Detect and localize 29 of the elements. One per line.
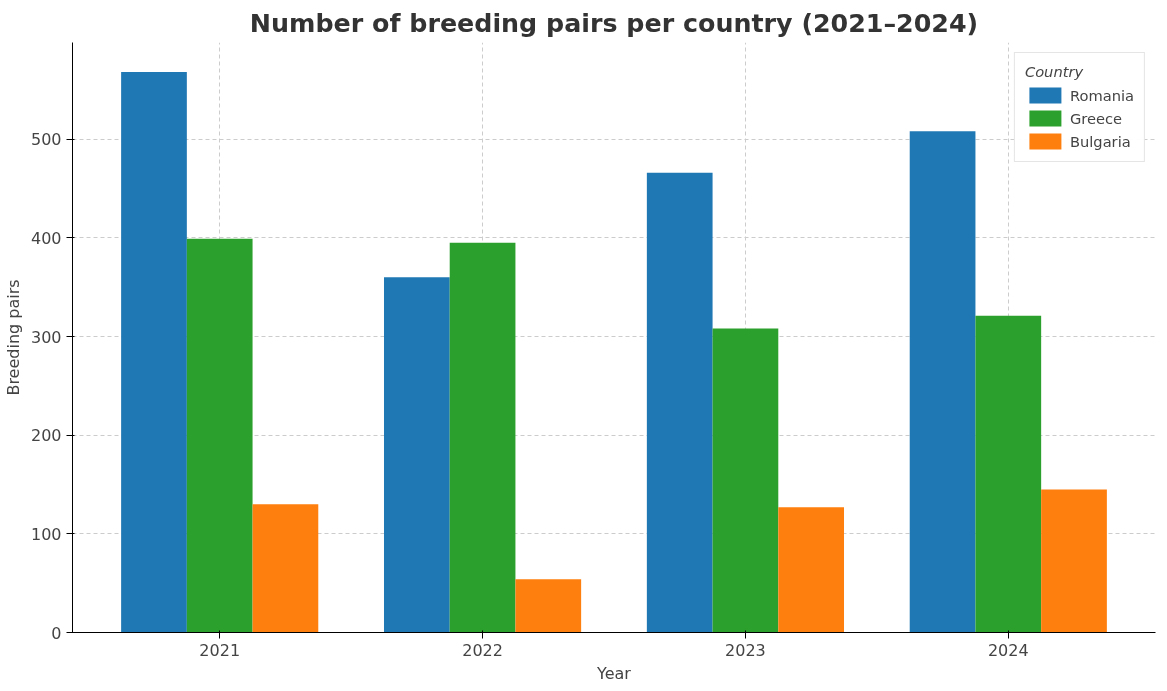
bar — [449, 242, 516, 633]
y-tick-label: 300 — [30, 327, 62, 347]
y-tick-label: 200 — [30, 426, 62, 446]
legend-title: Country — [1024, 63, 1085, 80]
bar — [1041, 489, 1107, 633]
bar — [975, 315, 1042, 633]
bar — [646, 172, 713, 633]
bar — [778, 507, 845, 633]
x-axis-title: Year — [596, 663, 632, 683]
x-tick-label: 2022 — [462, 640, 503, 660]
x-tick-label: 2023 — [725, 640, 766, 660]
bar — [252, 504, 319, 633]
legend-label: Bulgaria — [1069, 132, 1131, 150]
bar — [712, 328, 779, 633]
legend-label: Romania — [1069, 86, 1134, 104]
bar — [121, 72, 187, 633]
y-tick-label: 0 — [51, 623, 62, 643]
y-tick-label: 100 — [30, 524, 62, 544]
legend-label: Greece — [1069, 109, 1123, 127]
y-tick-label: 500 — [30, 130, 62, 150]
y-tick-label: 400 — [30, 228, 62, 248]
bar — [186, 238, 253, 633]
y-axis-title: Breeding pairs — [3, 279, 23, 396]
chart-title: Number of breeding pairs per country (2021–2024) — [249, 7, 979, 38]
bar — [383, 277, 450, 633]
x-tick-label: 2021 — [199, 640, 241, 660]
x-tick-label: 2024 — [987, 640, 1029, 660]
bar — [515, 579, 582, 633]
bar — [909, 131, 976, 633]
